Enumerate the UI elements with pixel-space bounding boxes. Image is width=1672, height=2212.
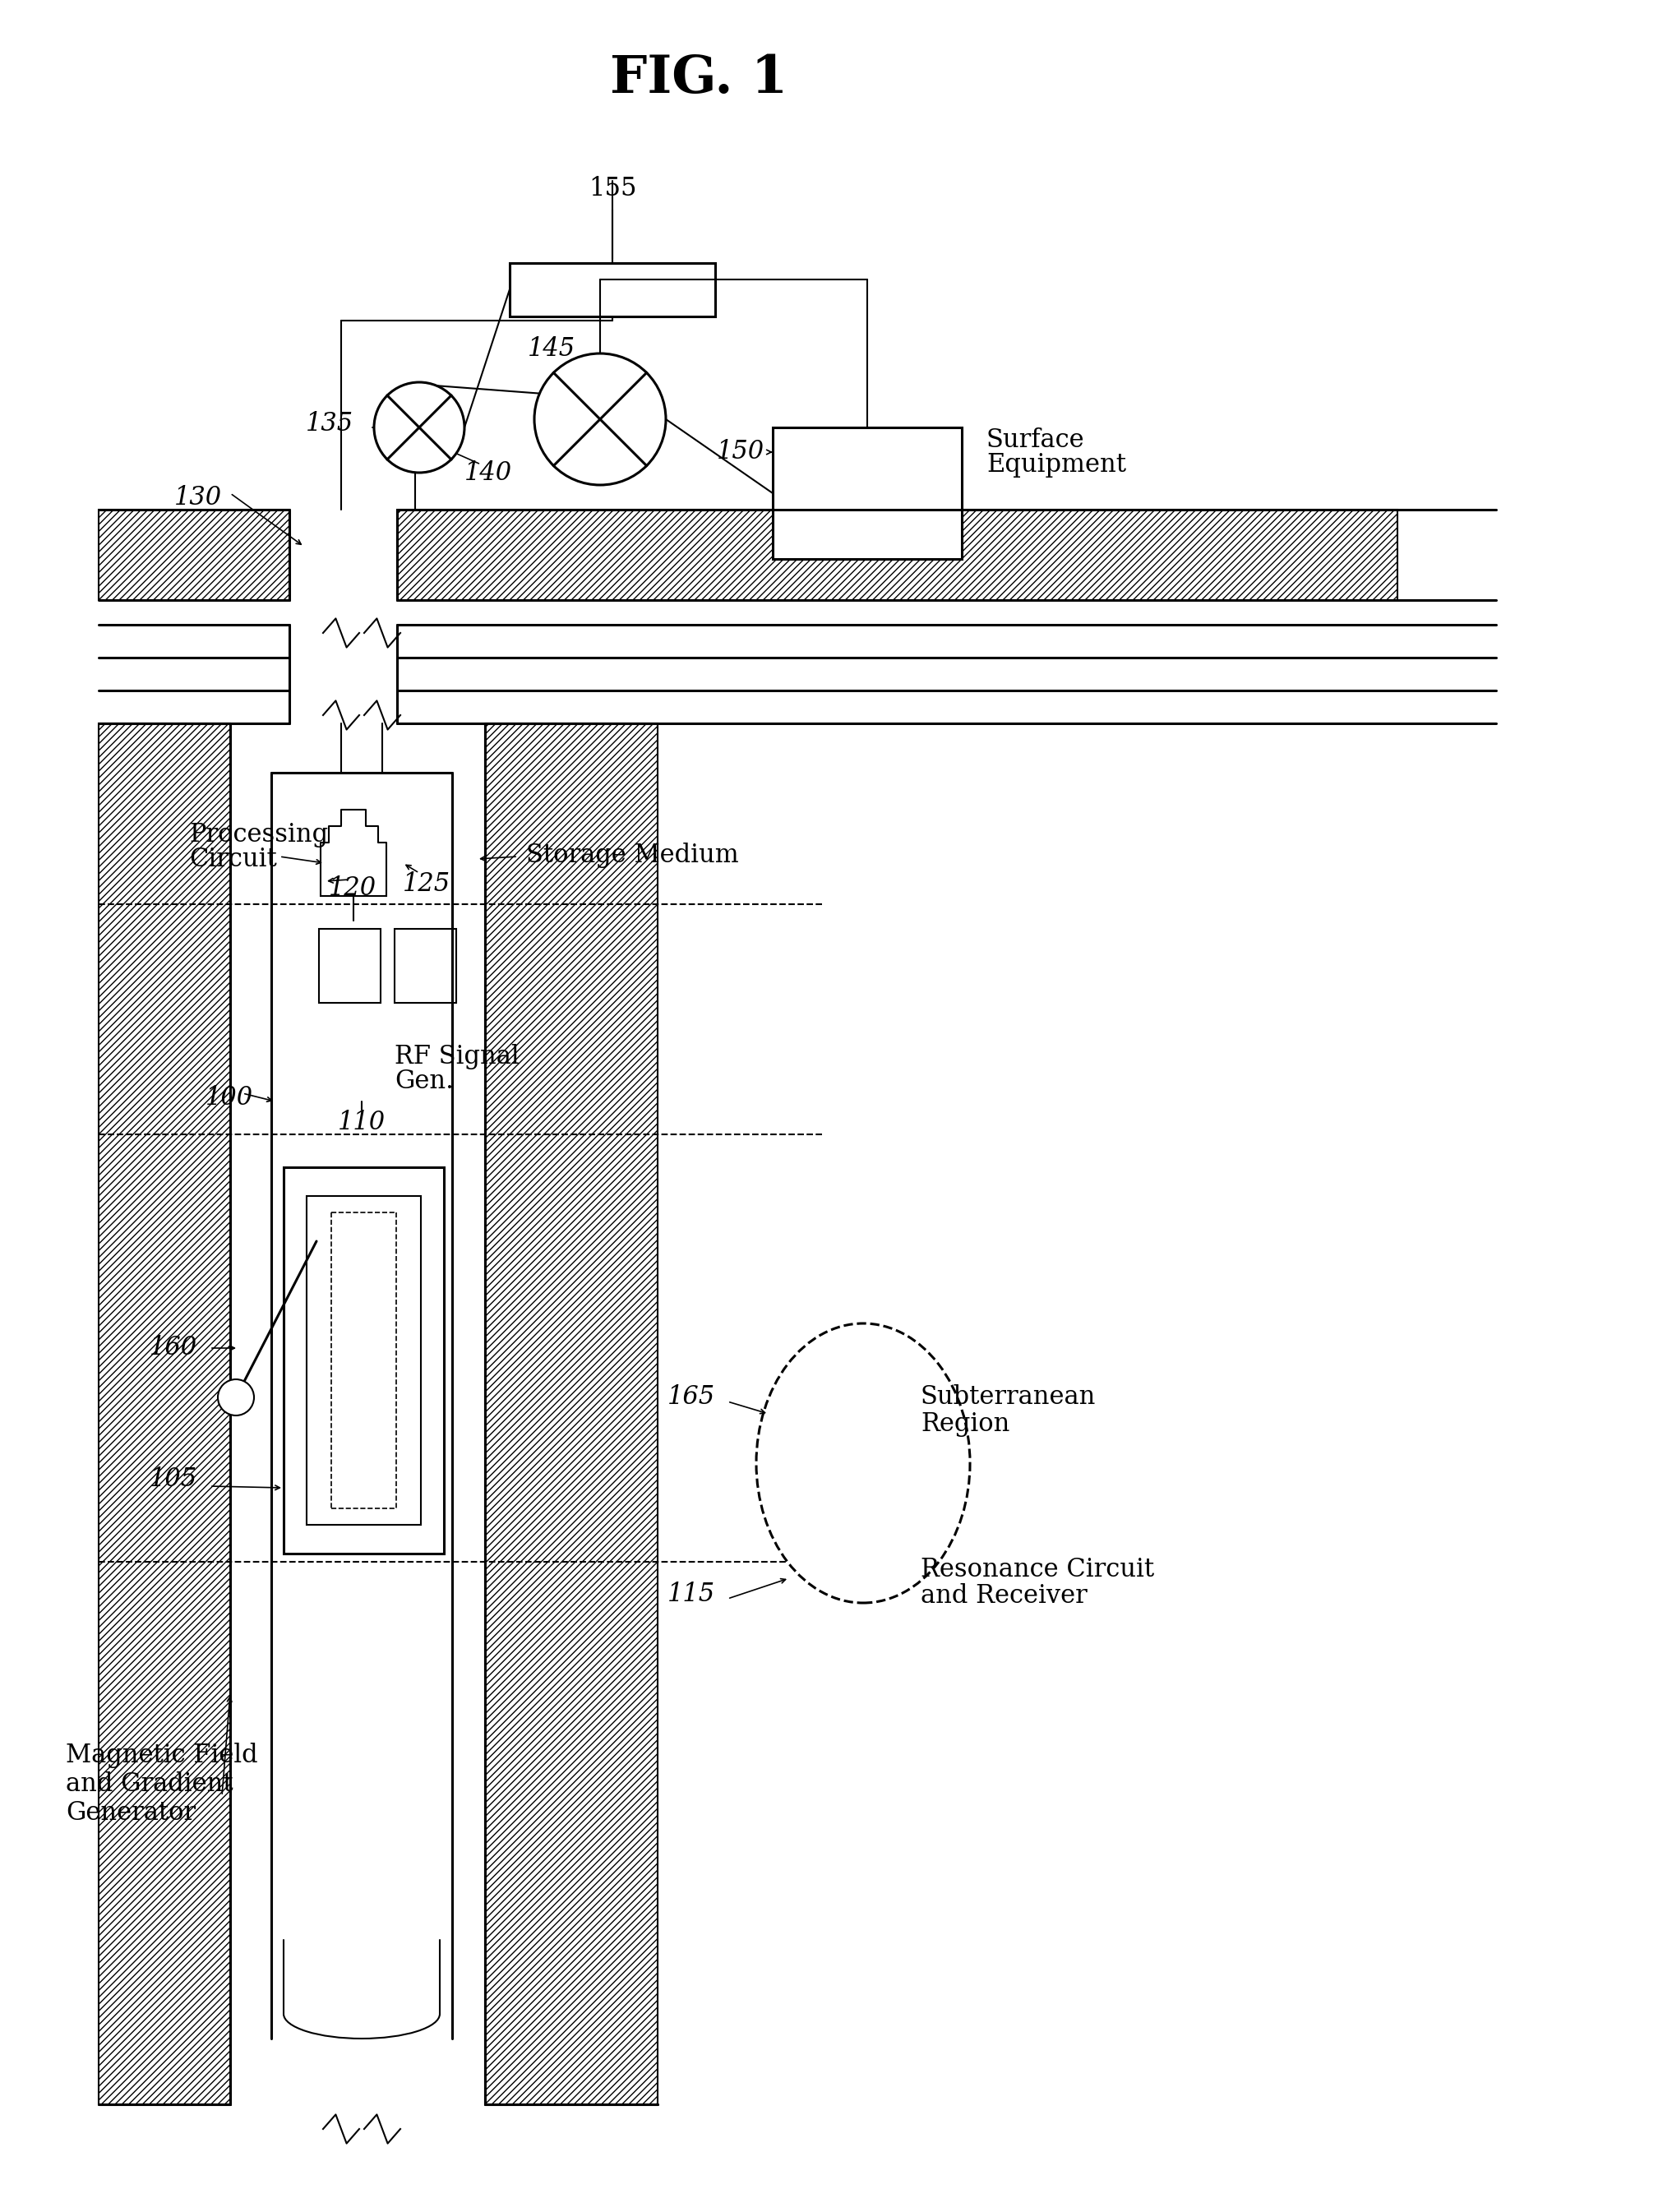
Text: 155: 155 [589,177,637,201]
Text: 110: 110 [338,1110,386,1135]
Bar [99,509,289,599]
Circle shape [217,1380,254,1416]
Text: 150: 150 [717,440,764,465]
Text: Circuit: Circuit [189,847,278,872]
Bar [510,263,716,316]
Text: Subterranean: Subterranean [921,1385,1097,1409]
Text: 160: 160 [149,1336,197,1360]
Bar [485,723,657,2104]
Bar [395,929,456,1002]
Bar [306,1197,421,1524]
Bar [99,723,231,2104]
Text: Surface: Surface [986,427,1085,453]
Text: 165: 165 [667,1385,716,1409]
Text: 130: 130 [174,484,222,511]
Text: 105: 105 [149,1467,197,1493]
Text: 145: 145 [528,336,575,363]
Bar [396,509,1398,599]
Circle shape [375,383,465,473]
Text: 100: 100 [206,1086,252,1110]
Circle shape [535,354,665,484]
Text: Gen.: Gen. [395,1068,453,1095]
Text: Equipment: Equipment [986,451,1127,478]
Ellipse shape [756,1323,970,1604]
Text: 135: 135 [306,411,353,436]
Text: and Gradient: and Gradient [65,1772,232,1796]
Text: 125: 125 [403,872,450,896]
Text: FIG. 1: FIG. 1 [610,53,788,104]
Text: 140: 140 [465,460,512,487]
Bar [284,1168,443,1553]
Text: Processing: Processing [189,823,328,847]
Text: and Receiver: and Receiver [921,1584,1087,1608]
Text: Resonance Circuit: Resonance Circuit [921,1557,1154,1584]
Text: Storage Medium: Storage Medium [527,843,739,867]
Text: 120: 120 [329,876,376,900]
Text: RF Signal: RF Signal [395,1044,520,1068]
Text: Region: Region [921,1411,1010,1436]
Text: Magnetic Field: Magnetic Field [65,1743,257,1767]
Bar [319,929,381,1002]
Bar [772,427,961,560]
Text: Generator: Generator [65,1801,196,1825]
Text: 115: 115 [667,1582,716,1608]
